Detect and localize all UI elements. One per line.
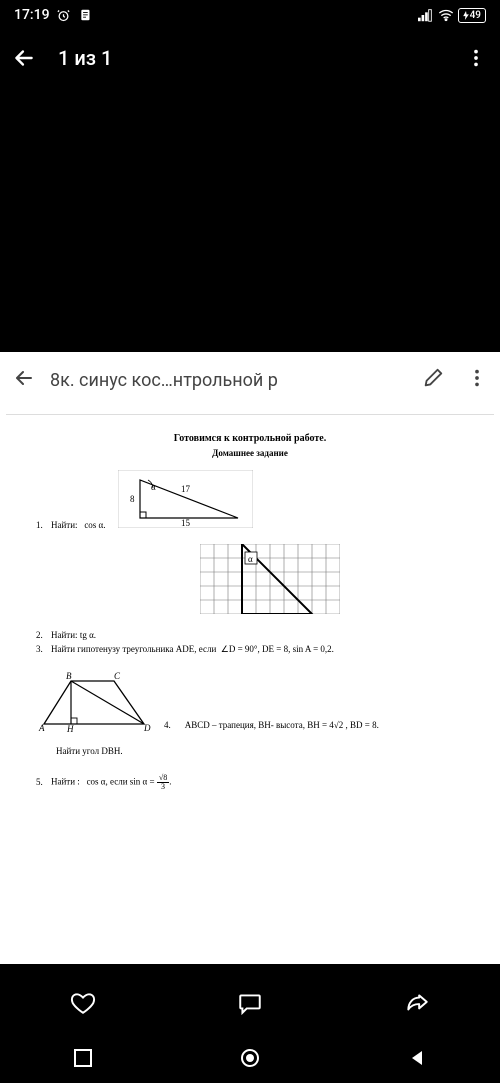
page-counter: 1 из 1 (58, 46, 442, 70)
p3-text: Найти гипотенузу треугольника ADE, если (51, 644, 216, 654)
p2-find: Найти: (51, 630, 78, 640)
back-button[interactable] (10, 44, 38, 72)
p2-num: 2. (36, 630, 43, 640)
doc-subheading: Домашнее задание (36, 448, 464, 458)
svg-text:α: α (151, 482, 156, 492)
p1-find: Найти: (51, 520, 78, 530)
p5-den: 3 (159, 783, 167, 791)
comment-button[interactable] (236, 989, 264, 1017)
image-viewer-gap[interactable] (0, 86, 500, 352)
p2-expr: tg α. (80, 630, 96, 640)
p1-num: 1. (36, 520, 43, 530)
nav-bar (0, 1033, 500, 1083)
svg-text:A: A (38, 723, 45, 733)
doc-title: 8к. синус кос…нтрольной р (50, 370, 408, 391)
more-button[interactable] (462, 44, 490, 72)
p4-diagram: A B C D H (36, 669, 156, 736)
strip (0, 964, 500, 973)
svg-text:8: 8 (130, 494, 135, 504)
note-icon (78, 7, 94, 23)
status-bar: 17:19 49 (0, 0, 500, 30)
wifi-icon (438, 7, 454, 23)
p4-num: 4. (164, 720, 171, 730)
p4-find: Найти угол DBH. (56, 746, 464, 756)
p3-num: 3. (36, 644, 43, 654)
svg-text:B: B (66, 671, 72, 681)
doc-back-button[interactable] (12, 366, 36, 394)
p3-cond: ∠D = 90°, DE = 8, sin A = 0,2. (221, 644, 334, 654)
svg-text:D: D (143, 723, 151, 733)
like-button[interactable] (69, 989, 97, 1017)
doc-heading: Готовимся к контрольной работе. (36, 433, 464, 444)
p1-expr: cos α. (84, 520, 105, 530)
share-button[interactable] (403, 989, 431, 1017)
bottom-bars (0, 964, 500, 1083)
p1-diagram: α 8 17 15 (118, 470, 253, 530)
problem-3: 3. Найти гипотенузу треугольника ADE, ес… (36, 644, 464, 655)
svg-text:H: H (66, 724, 74, 734)
p4-bh: BH = 4√2 , (307, 720, 348, 730)
problem-4: A B C D H 4. ABCD – трапеция, BH- высота… (36, 669, 464, 756)
p4-desc: ABCD – трапеция, BH- высота, (185, 720, 305, 730)
doc-more-button[interactable] (466, 367, 488, 393)
problem-2: α 2. Найти: tg α. (36, 544, 464, 640)
doc-body[interactable]: Готовимся к контрольной работе. Домашнее… (0, 408, 500, 964)
problem-5: 5. Найти : cos α, если sin α = √8 3 . (36, 774, 464, 791)
action-bar (0, 973, 500, 1033)
nav-home-button[interactable] (236, 1044, 264, 1072)
status-left: 17:19 (14, 7, 94, 23)
svg-text:α: α (248, 554, 253, 564)
p5-frac: √8 3 (157, 774, 169, 791)
battery-percent: 49 (470, 10, 481, 21)
alarm-icon (56, 7, 72, 23)
status-time: 17:19 (14, 7, 50, 23)
problem-1: 1. Найти: cos α. α 8 17 15 (36, 470, 464, 530)
battery-indicator: 49 (458, 8, 486, 23)
p5-dot: . (169, 777, 171, 787)
doc-toolbar: 8к. синус кос…нтрольной р (0, 352, 500, 408)
p5-sqrt-n: 8 (163, 773, 167, 782)
doc-page: Готовимся к контрольной работе. Домашнее… (6, 414, 494, 835)
status-right: 49 (418, 7, 486, 23)
p5-lhs: cos α, если sin α = (87, 777, 155, 787)
app-bar: 1 из 1 (0, 30, 500, 86)
signal-icon (418, 7, 434, 23)
p5-find: Найти : (51, 777, 80, 787)
svg-text:15: 15 (181, 518, 191, 528)
p4-bd: BD = 8. (350, 720, 379, 730)
edit-button[interactable] (422, 367, 444, 393)
nav-back-button[interactable] (403, 1044, 431, 1072)
svg-text:C: C (114, 671, 121, 681)
p2-diagram: α (200, 544, 340, 614)
svg-text:17: 17 (181, 484, 191, 494)
p5-num: 5. (36, 777, 43, 787)
nav-recent-button[interactable] (69, 1044, 97, 1072)
